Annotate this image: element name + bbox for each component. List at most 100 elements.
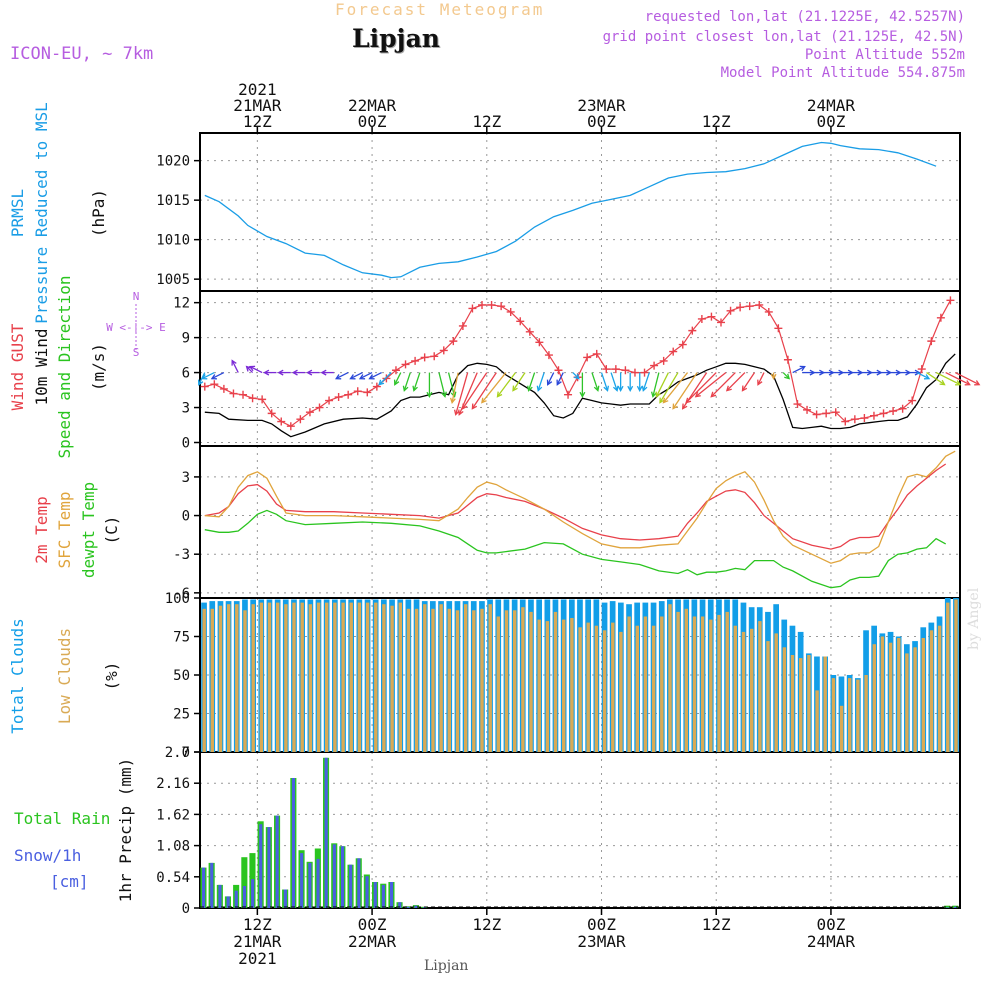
top-time-label: 12Z — [702, 112, 731, 131]
wind-gust-marker — [439, 346, 448, 355]
wind-gust-marker — [621, 366, 630, 375]
top-time-label: 00Z — [816, 112, 845, 131]
wind-direction-arrowhead — [481, 397, 487, 404]
low-cloud-bar — [700, 616, 705, 752]
wind-gust-marker — [860, 414, 869, 423]
wind-direction-arrowhead — [512, 385, 518, 392]
y-tick-label: 0 — [182, 901, 190, 917]
y-tick-label: 6 — [182, 366, 190, 382]
wind-direction-arrow — [481, 372, 507, 403]
wind-direction-arrow — [350, 371, 363, 380]
wind-direction-arrowhead — [556, 379, 562, 386]
wind-direction-arrowhead — [579, 391, 586, 398]
low-cloud-bar — [619, 631, 623, 752]
wind-gust-marker — [630, 368, 639, 377]
top-time-label: 00Z — [358, 112, 387, 131]
low-cloud-bar — [733, 625, 737, 752]
precip-label-unit: 1hr Precip (mm) — [116, 758, 135, 903]
y-tick-label: 1020 — [156, 154, 190, 170]
wind-direction-arrow — [413, 372, 421, 391]
wind-gust-marker — [640, 368, 649, 377]
wind-direction-arrowhead — [593, 385, 600, 392]
y-tick-label: 0.54 — [156, 870, 190, 886]
bottom-time-label: 00Z — [587, 915, 616, 934]
low-cloud-bar — [758, 621, 762, 752]
wind-direction-arrowhead — [681, 403, 688, 410]
wind-direction-arrow — [945, 371, 970, 386]
low-cloud-bar — [414, 608, 419, 752]
low-cloud-bar — [308, 604, 313, 752]
snow-bar — [308, 862, 312, 908]
wind-direction-arrowhead — [939, 379, 946, 386]
low-cloud-bar — [562, 619, 566, 752]
temp-label-sfc: SFC Temp — [55, 491, 74, 568]
low-cloud-bar — [864, 675, 868, 752]
wind-direction-arrowhead — [496, 391, 503, 398]
wind-gust-marker — [917, 365, 926, 374]
low-cloud-bar — [946, 602, 950, 752]
snow-bar — [267, 827, 271, 908]
y-tick-label: 3 — [182, 470, 190, 486]
wind-direction-arrowhead — [725, 385, 732, 392]
low-cloud-bar — [856, 679, 860, 752]
wind-gust-marker — [286, 422, 295, 431]
wind-gust-marker — [239, 390, 248, 399]
bottom-time-label: 00Z — [816, 915, 845, 934]
wind-gust-marker — [267, 409, 276, 418]
low-cloud-bar — [439, 604, 443, 752]
wind-direction-arrowhead — [201, 374, 208, 380]
low-cloud-bar — [488, 604, 492, 752]
wind-gust-marker — [210, 380, 219, 389]
wind-gust-marker — [334, 393, 343, 402]
wind-gust-marker — [850, 415, 859, 424]
low-cloud-bar — [831, 678, 836, 752]
low-cloud-bar — [398, 602, 402, 752]
wind-direction-arrowhead — [527, 385, 533, 392]
y-tick-label: 1005 — [156, 272, 190, 288]
snow-bar — [381, 884, 385, 908]
wind-direction-arrowhead — [378, 379, 385, 386]
low-cloud-bar — [464, 604, 468, 752]
precipitation-frame — [199, 751, 961, 909]
wind-direction-arrowhead — [955, 380, 962, 386]
low-cloud-bar — [888, 642, 893, 752]
wind-direction-arrowhead — [349, 374, 356, 380]
rain-bar — [944, 905, 951, 908]
bottom-time-label: 00Z — [358, 915, 387, 934]
y-tick-label: 12 — [173, 296, 190, 312]
bottom-time-label: 23MAR — [577, 932, 626, 951]
wind-direction-arrow — [916, 371, 930, 380]
snow-bar — [357, 858, 361, 908]
low-cloud-bar — [374, 602, 378, 752]
wind-direction-arrow — [451, 372, 459, 403]
snow-bar — [218, 884, 222, 908]
low-cloud-bar — [954, 599, 958, 752]
wind-direction-arrowhead — [248, 365, 256, 372]
wind-speed-line — [204, 353, 956, 438]
top-time-label: 23MAR — [577, 96, 626, 115]
wind-gust-marker — [391, 366, 400, 375]
y-tick-label: 0 — [182, 509, 190, 525]
wind-direction-arrowhead — [659, 397, 665, 404]
wind-gust-marker — [277, 417, 286, 426]
wind-frame — [199, 290, 961, 447]
low-cloud-bar — [513, 610, 517, 752]
wind-direction-arrow — [403, 372, 411, 391]
wind-direction-arrowhead — [320, 369, 327, 376]
pressure-panel — [194, 132, 961, 292]
y-tick-label: 9 — [182, 331, 190, 347]
cloud-label-total: Total Clouds — [8, 618, 27, 734]
wind-gust-marker — [248, 394, 257, 403]
wind-direction-arrow — [695, 372, 727, 398]
wind-direction-arrowhead — [627, 385, 634, 392]
wind-gust-marker — [372, 382, 381, 391]
low-cloud-bar — [227, 604, 231, 752]
y-tick-label: 1015 — [156, 193, 190, 209]
low-cloud-bar — [717, 614, 721, 752]
wind-gust-marker — [468, 304, 477, 313]
low-cloud-bar — [627, 616, 631, 752]
wind-direction-arrow — [954, 371, 980, 386]
wind-direction-arrowhead — [974, 380, 981, 386]
wind-direction-arrow — [600, 372, 609, 391]
wind-gust-marker — [783, 355, 792, 364]
